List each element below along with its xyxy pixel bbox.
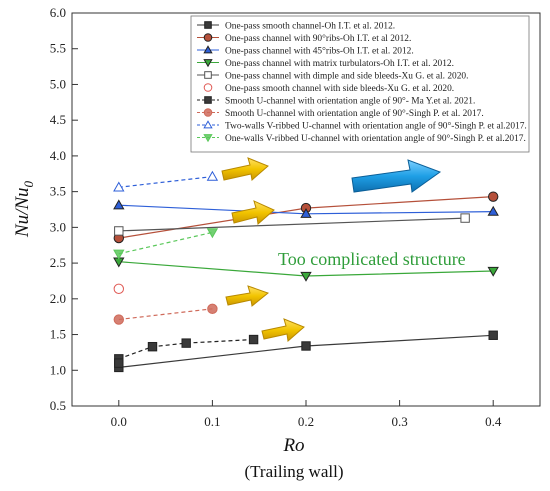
data-point (487, 266, 499, 277)
x-axis-sublabel: (Trailing wall) (244, 462, 343, 481)
legend-marker (203, 45, 213, 54)
y-tick-label: 2.0 (50, 291, 66, 306)
legend-marker (203, 134, 213, 143)
gold-arrow-icon (225, 285, 270, 307)
y-tick-label: 3.0 (50, 219, 66, 234)
data-point (300, 207, 312, 218)
y-tick-label: 2.5 (50, 255, 66, 270)
legend-label: One-pass smooth channel-Oh I.T. et al. 2… (225, 21, 395, 31)
legend-marker (203, 108, 213, 117)
y-tick-label: 4.0 (50, 148, 66, 163)
legend-marker (203, 59, 213, 68)
x-tick-label: 0.3 (391, 414, 407, 429)
series-line (118, 334, 494, 368)
series-line (118, 308, 213, 321)
x-tick-label: 0.2 (298, 414, 314, 429)
data-point (113, 314, 125, 325)
legend-label: One-walls V-ribbed U-channel with orient… (225, 133, 526, 144)
gold-arrow-icon (261, 318, 305, 342)
data-point (248, 334, 259, 345)
y-tick-label: 3.5 (50, 184, 66, 199)
data-point (113, 283, 125, 295)
data-point (206, 170, 219, 181)
x-axis-label: Ro (282, 435, 304, 456)
series-line (118, 231, 213, 255)
legend-marker (204, 71, 212, 79)
legend-marker (203, 33, 213, 42)
y-tick-label: 4.5 (50, 112, 66, 127)
gold-arrow-icon (231, 200, 275, 225)
data-point (147, 341, 158, 352)
y-tick-label: 0.5 (50, 398, 66, 413)
data-point (181, 338, 191, 348)
data-point (114, 358, 124, 368)
legend-box (190, 15, 530, 153)
data-point (488, 330, 498, 340)
data-point (113, 249, 125, 260)
y-tick-label: 1.0 (50, 362, 66, 377)
y-axis-label-subscript: 0 (21, 180, 36, 187)
series-line (118, 338, 254, 360)
y-tick-label: 6.0 (50, 5, 66, 20)
y-tick-label: 1.5 (50, 327, 66, 342)
y-tick-label: 5.5 (50, 41, 66, 56)
legend-label: One-pass channel with matrix turbulators… (225, 59, 454, 69)
legend-label: One-pass channel with 90°ribs-Oh I.T. et… (225, 33, 411, 44)
data-point (460, 213, 470, 223)
data-point (487, 205, 499, 216)
y-axis-label: Nu/Nu0 (12, 180, 36, 238)
legend-marker (204, 21, 212, 29)
series-line (118, 176, 213, 188)
blue-arrow-icon (351, 159, 442, 193)
legend-marker (203, 120, 213, 129)
legend-marker (203, 83, 213, 92)
x-tick-label: 0.1 (204, 414, 220, 429)
series-line (118, 217, 466, 232)
x-axis: 0.0 0.1 0.2 0.3 0.4 (111, 400, 502, 429)
legend-marker (204, 96, 212, 104)
data-point (113, 199, 125, 210)
legend-label: One-pass smooth channel with side bleeds… (225, 84, 454, 94)
y-axis: 0.5 1.0 1.5 2.0 2.5 3.0 3.5 4.0 4.5 5.0 5.5 6.0 (50, 5, 78, 413)
x-tick-label: 0.4 (485, 414, 502, 429)
data-point (207, 303, 218, 315)
legend: One-pass smooth channel-Oh I.T. et al. 2… (197, 21, 527, 144)
legend-label: Smooth U-channel with orientation angle … (225, 108, 484, 119)
legend-label: Smooth U-channel with orientation angle … (225, 95, 475, 106)
legend-label: Two-walls V-ribbed U-channel with orient… (225, 120, 527, 131)
data-point (301, 341, 311, 351)
x-tick-label: 0.0 (111, 414, 127, 429)
data-point (206, 228, 219, 239)
legend-label: One-pass channel with 45°ribs-Oh I.T. et… (225, 45, 414, 56)
y-tick-label: 5.0 (50, 76, 66, 91)
data-point (113, 181, 125, 192)
legend-label: One-pass channel with dimple and side bl… (225, 71, 468, 81)
data-point (300, 271, 312, 282)
data-point (488, 191, 499, 202)
data-point (114, 226, 124, 236)
series-markers (113, 170, 499, 373)
gold-arrow-icon (221, 157, 269, 181)
annotation-label: Too complicated structure (278, 249, 466, 269)
